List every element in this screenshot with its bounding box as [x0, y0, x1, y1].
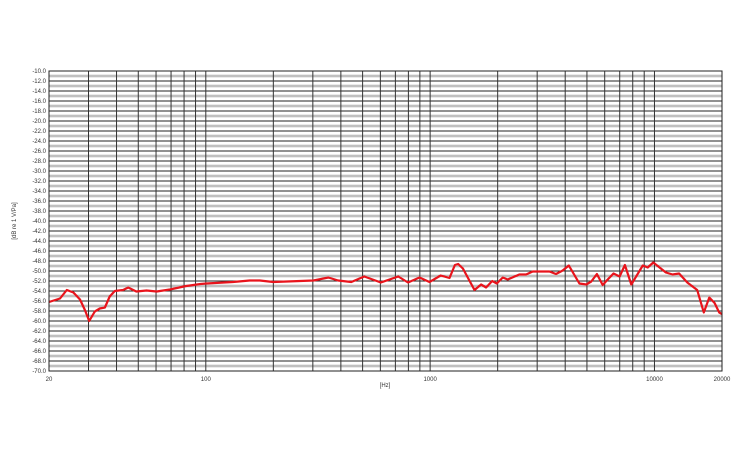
y-tick-label: -34.0 [32, 189, 46, 195]
y-tick-label: -62.0 [32, 329, 46, 335]
y-tick-label: -16.0 [32, 99, 46, 105]
y-tick-label: -20.0 [32, 119, 46, 125]
y-tick-label: -36.0 [32, 199, 46, 205]
y-tick-label: -54.0 [32, 289, 46, 295]
x-tick-label: 1000 [423, 377, 437, 383]
y-tick-label: -42.0 [32, 229, 46, 235]
grid [49, 70, 722, 372]
x-axis-label: [Hz] [380, 383, 391, 389]
y-tick-label: -10.0 [32, 69, 46, 75]
y-tick-label: -60.0 [32, 319, 46, 325]
y-tick-label: -12.0 [32, 79, 46, 85]
x-axis-ticks: 20 100 1000 10000 20000 [46, 377, 731, 383]
y-tick-label: -58.0 [32, 309, 46, 315]
y-tick-label: -46.0 [32, 249, 46, 255]
y-tick-label: -24.0 [32, 139, 46, 145]
y-tick-label: -22.0 [32, 129, 46, 135]
y-axis-ticks: -10.0 -12.0 -14.0 -16.0 -18.0 -20.0 -22.0 -24.0… [32, 69, 46, 375]
x-tick-label: 20000 [714, 377, 731, 383]
response-curve [48, 261, 723, 323]
y-tick-label: -64.0 [32, 339, 46, 345]
y-tick-label: -38.0 [32, 209, 46, 215]
y-tick-label: -30.0 [32, 169, 46, 175]
x-tick-label: 20 [46, 377, 53, 383]
y-tick-label: -56.0 [32, 299, 46, 305]
y-tick-label: -52.0 [32, 279, 46, 285]
y-tick-label: -50.0 [32, 269, 46, 275]
y-tick-label: -28.0 [32, 159, 46, 165]
y-tick-label: -18.0 [32, 109, 46, 115]
y-tick-label: -26.0 [32, 149, 46, 155]
x-tick-label: 10000 [646, 377, 663, 383]
y-tick-label: -14.0 [32, 89, 46, 95]
y-tick-label: -68.0 [32, 359, 46, 365]
y-tick-label: -32.0 [32, 179, 46, 185]
y-tick-label: -40.0 [32, 219, 46, 225]
y-axis-label: [dB re 1 V/Pa] [12, 202, 18, 240]
plot-frame [48, 70, 723, 372]
y-tick-label: -70.0 [32, 369, 46, 375]
y-tick-label: -66.0 [32, 349, 46, 355]
y-tick-label: -48.0 [32, 259, 46, 265]
x-tick-label: 100 [201, 377, 212, 383]
y-tick-label: -44.0 [32, 239, 46, 245]
